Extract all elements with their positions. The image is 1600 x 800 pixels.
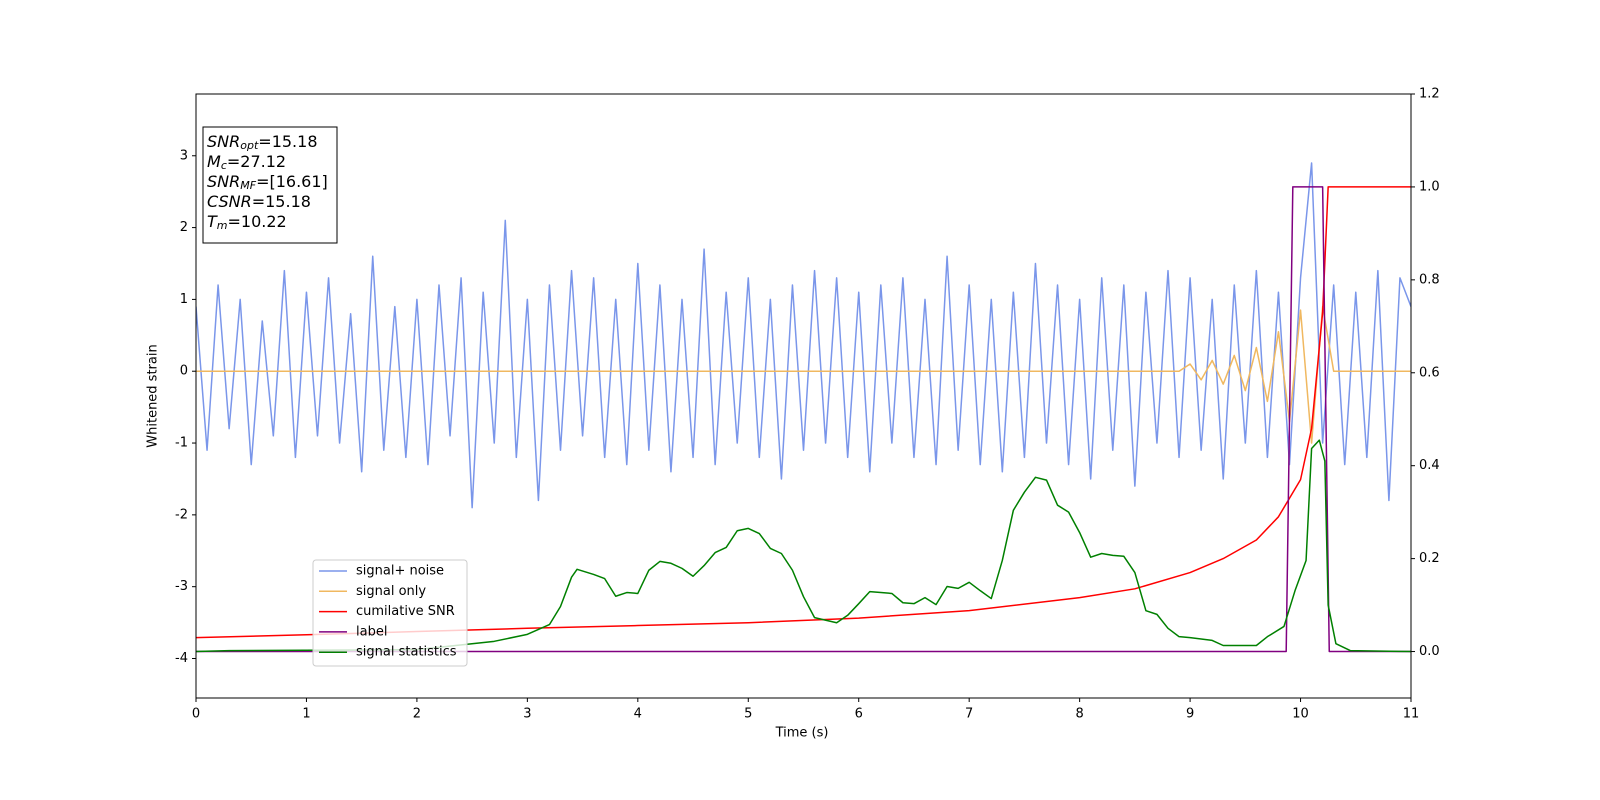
annotation: CSNR=15.18	[207, 192, 311, 211]
y-tick-label: -4	[175, 651, 188, 666]
y-tick-label: 1	[180, 292, 188, 307]
y-tick-label: -3	[175, 579, 188, 594]
annotation: SNRopt=15.18	[207, 132, 318, 153]
y-tick-label: -1	[175, 436, 188, 451]
y-axis-label: Whitened strain	[146, 344, 161, 447]
y-tick-label: 2	[180, 220, 188, 235]
series-line	[196, 162, 1411, 509]
x-axis-label: Time (s)	[775, 726, 829, 741]
y-tick-label: 0	[180, 364, 188, 379]
series-line	[196, 439, 1411, 653]
annotation-box: SNRopt=15.18Mc=27.12SNRMF=[16.61]CSNR=15…	[202, 126, 338, 244]
x-tick-label: 4	[634, 707, 642, 722]
x-tick-label: 3	[523, 707, 531, 722]
legend-label: label	[356, 624, 387, 639]
y2-tick-label: 0.2	[1419, 551, 1440, 566]
legend-frame	[312, 559, 468, 667]
annotation-symbol: T	[207, 212, 218, 231]
y2-tick-label: 1.0	[1419, 179, 1440, 194]
x-tick-label: 9	[1186, 707, 1194, 722]
x-tick-label: 7	[965, 707, 973, 722]
y2-tick-label: 0.0	[1419, 644, 1440, 659]
legend-label: cumilative SNR	[356, 604, 455, 619]
annotation-value: =[16.61]	[256, 172, 328, 191]
plot-area	[196, 162, 1411, 653]
annotation-subscript: MF	[240, 179, 256, 192]
x-tick-label: 11	[1403, 707, 1420, 722]
x-tick-label: 0	[192, 707, 200, 722]
y2-tick-label: 0.6	[1419, 365, 1440, 380]
annotation-value: =27.12	[227, 152, 286, 171]
legend-label: signal+ noise	[356, 564, 444, 579]
y-tick-label: -2	[175, 507, 188, 522]
y2-tick-label: 0.8	[1419, 272, 1440, 287]
annotation-symbol: CSNR	[207, 192, 252, 211]
x-tick-label: 10	[1292, 707, 1309, 722]
y2-tick-label: 1.2	[1419, 87, 1440, 102]
annotation: Tm=10.22	[207, 212, 287, 233]
x-tick-label: 5	[744, 707, 752, 722]
legend-label: signal statistics	[356, 645, 457, 660]
y2-tick-label: 0.4	[1419, 458, 1440, 473]
series-line	[196, 305, 1411, 444]
x-tick-label: 2	[413, 707, 421, 722]
x-tick-label: 1	[302, 707, 310, 722]
legend: signal+ noise signal only cumilative SNR la…	[312, 559, 468, 667]
series-line	[196, 186, 1411, 639]
x-tick-label: 8	[1075, 707, 1083, 722]
annotation-subscript: c	[221, 159, 227, 172]
annotation: Mc=27.12	[207, 152, 286, 173]
x-tick-label: 6	[855, 707, 863, 722]
annotation-symbol: M	[207, 152, 221, 171]
annotation-frame	[202, 126, 338, 244]
annotation-symbol: SNR	[207, 132, 240, 151]
y-tick-label: 3	[180, 148, 188, 163]
annotation-symbol: SNR	[207, 172, 240, 191]
annotation-value: =10.22	[228, 212, 287, 231]
axes-frame	[195, 93, 1412, 699]
legend-label: signal only	[356, 584, 426, 599]
annotation-value: =15.18	[252, 192, 311, 211]
annotation: SNRMF=[16.61]	[207, 172, 328, 193]
annotation-subscript: m	[217, 219, 228, 232]
annotation-value: =15.18	[258, 132, 317, 151]
series-line	[196, 186, 1411, 653]
annotation-subscript: opt	[240, 139, 259, 152]
